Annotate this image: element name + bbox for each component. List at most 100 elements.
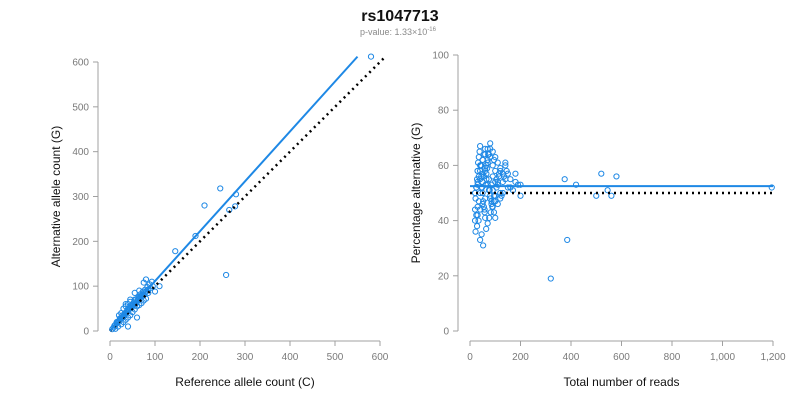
data-point bbox=[497, 195, 504, 202]
y-tick-label: 500 bbox=[72, 102, 89, 113]
data-point bbox=[487, 209, 494, 216]
x-tick-label: 500 bbox=[327, 352, 344, 363]
y-tick-label: 60 bbox=[438, 161, 450, 172]
data-point bbox=[471, 217, 479, 224]
data-point bbox=[475, 173, 482, 180]
x-tick-label: 100 bbox=[147, 352, 164, 363]
data-point bbox=[473, 184, 480, 191]
data-point bbox=[486, 214, 493, 221]
data-point bbox=[502, 159, 509, 166]
data-point bbox=[613, 173, 620, 180]
data-point bbox=[572, 181, 580, 188]
data-point bbox=[478, 162, 485, 169]
data-point bbox=[479, 156, 486, 163]
x-tick-label: 600 bbox=[613, 352, 630, 363]
y-tick-label: 80 bbox=[438, 106, 450, 117]
data-point bbox=[547, 275, 554, 282]
data-point bbox=[507, 176, 514, 183]
x-tick-label: 1,000 bbox=[710, 352, 735, 363]
data-point bbox=[489, 203, 496, 210]
data-point bbox=[484, 181, 491, 188]
data-point bbox=[479, 200, 486, 208]
x-axis-title: Reference allele count (C) bbox=[175, 375, 314, 389]
data-point bbox=[502, 162, 509, 169]
data-point bbox=[494, 159, 501, 166]
data-point bbox=[483, 176, 490, 183]
data-point bbox=[472, 228, 479, 235]
subtitle-prefix: p-value: 1.33×10 bbox=[360, 27, 427, 37]
data-point bbox=[487, 140, 494, 147]
y-tick-label: 100 bbox=[432, 51, 449, 62]
data-point bbox=[479, 189, 486, 197]
x-tick-label: 400 bbox=[563, 352, 580, 363]
data-point bbox=[481, 206, 488, 213]
y-axis-title: Alternative allele count (G) bbox=[49, 126, 63, 267]
data-point bbox=[608, 192, 615, 199]
y-tick-label: 300 bbox=[72, 192, 89, 203]
data-point bbox=[151, 288, 159, 295]
data-point bbox=[473, 223, 481, 230]
data-point bbox=[480, 151, 487, 158]
data-point bbox=[598, 170, 605, 177]
data-point bbox=[507, 184, 514, 191]
x-tick-label: 400 bbox=[282, 352, 299, 363]
data-point bbox=[133, 314, 141, 321]
data-point bbox=[487, 154, 494, 161]
y-tick-label: 20 bbox=[438, 271, 450, 282]
y-tick-label: 0 bbox=[443, 327, 449, 338]
data-point bbox=[156, 283, 163, 290]
y-tick-label: 600 bbox=[72, 58, 89, 69]
y-tick-label: 100 bbox=[72, 282, 89, 293]
data-point bbox=[495, 173, 503, 180]
data-point bbox=[493, 184, 500, 191]
x-tick-label: 200 bbox=[192, 352, 209, 363]
data-point bbox=[517, 181, 524, 188]
data-point bbox=[484, 159, 491, 166]
data-point bbox=[482, 145, 489, 152]
data-point bbox=[172, 248, 179, 255]
data-point bbox=[488, 198, 495, 205]
data-point bbox=[482, 214, 489, 221]
data-point bbox=[477, 206, 484, 213]
data-point bbox=[477, 142, 484, 150]
y-tick-label: 200 bbox=[72, 237, 89, 248]
data-point bbox=[115, 312, 123, 319]
x-tick-label: 800 bbox=[664, 352, 681, 363]
data-point bbox=[604, 187, 611, 194]
data-point bbox=[217, 185, 224, 192]
y-axis-title: Percentage alternative (G) bbox=[409, 123, 423, 264]
data-point bbox=[201, 202, 208, 209]
data-point bbox=[124, 323, 132, 330]
data-point bbox=[489, 148, 496, 155]
data-point bbox=[492, 214, 499, 221]
data-point bbox=[490, 209, 498, 216]
data-point bbox=[482, 195, 489, 202]
y-tick-label: 40 bbox=[438, 216, 450, 227]
data-point bbox=[480, 242, 487, 249]
data-point bbox=[136, 287, 143, 294]
data-point bbox=[483, 225, 490, 232]
data-point bbox=[514, 181, 522, 188]
x-tick-label: 600 bbox=[372, 352, 389, 363]
data-point bbox=[477, 167, 484, 175]
chart-title: rs1047713 bbox=[361, 8, 439, 25]
x-axis-title: Total number of reads bbox=[563, 375, 679, 389]
x-tick-label: 200 bbox=[512, 352, 529, 363]
data-point bbox=[127, 296, 134, 303]
data-point bbox=[502, 176, 509, 183]
data-point bbox=[489, 162, 496, 169]
data-point bbox=[512, 170, 519, 177]
data-point bbox=[140, 279, 147, 286]
left-panel-allele-counts: 0 100 200 300 400 500 600 0 100 200 300 400 500 600 Re… bbox=[49, 53, 389, 389]
y-tick-label: 400 bbox=[72, 147, 89, 158]
data-point bbox=[367, 53, 375, 60]
x-tick-label: 0 bbox=[107, 352, 113, 363]
data-point bbox=[497, 167, 504, 175]
data-point bbox=[122, 301, 129, 308]
data-point bbox=[564, 236, 571, 244]
data-point bbox=[474, 167, 481, 175]
x-tick-label: 0 bbox=[467, 352, 473, 363]
data-point bbox=[484, 145, 491, 152]
data-point bbox=[477, 236, 484, 244]
